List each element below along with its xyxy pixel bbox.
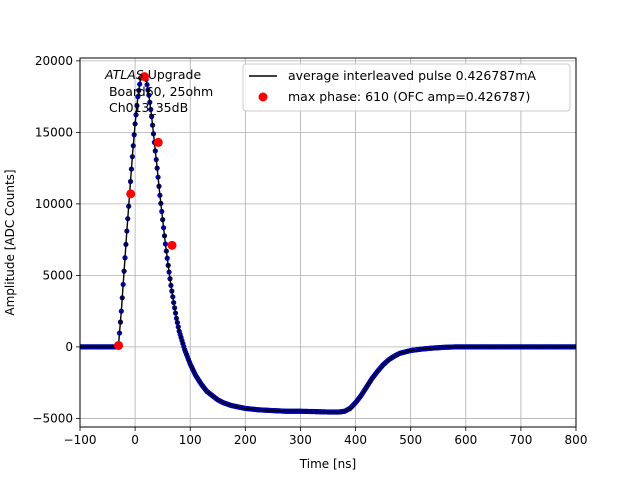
max-phase-point bbox=[167, 240, 177, 250]
y-tick-label: 15000 bbox=[35, 125, 73, 139]
x-tick-label: 0 bbox=[131, 433, 139, 447]
x-tick-label: 100 bbox=[179, 433, 202, 447]
x-tick-label: 800 bbox=[565, 433, 588, 447]
y-tick-label: 0 bbox=[65, 340, 73, 354]
x-tick-label: 300 bbox=[289, 433, 312, 447]
annotation-upgrade: Upgrade bbox=[144, 67, 202, 82]
x-tick-label: 500 bbox=[399, 433, 422, 447]
max-phase-point bbox=[153, 137, 163, 147]
y-tick-label: −5000 bbox=[32, 411, 73, 425]
axes-frame bbox=[79, 57, 577, 428]
annotation-line-2: Board60, 25ohm bbox=[105, 84, 213, 99]
annotation-atlas: ATLAS bbox=[104, 67, 144, 82]
legend-dot-swatch bbox=[258, 92, 268, 102]
x-tick-label: 600 bbox=[454, 433, 477, 447]
max-phase-point bbox=[139, 72, 149, 82]
max-phase-point bbox=[114, 340, 124, 350]
x-tick-label: −100 bbox=[64, 433, 97, 447]
axis-ticks: −100 0 100 200 300 400 500 600 700 800 −5000 0 5000 1… bbox=[32, 54, 587, 447]
y-tick-label: 10000 bbox=[35, 197, 73, 211]
legend: average interleaved pulse 0.426787mA max… bbox=[242, 63, 571, 112]
legend-label-max-phase: max phase: 610 (OFC amp=0.426787) bbox=[288, 89, 530, 104]
y-axis-label: Amplitude [ADC Counts] bbox=[3, 169, 17, 315]
plot-area bbox=[80, 72, 576, 415]
annotation-line-3: Ch013_35dB bbox=[105, 100, 188, 115]
x-tick-label: 200 bbox=[234, 433, 257, 447]
legend-box bbox=[242, 63, 571, 112]
average-pulse-line bbox=[80, 74, 576, 413]
x-tick-label: 400 bbox=[344, 433, 367, 447]
y-tick-label: 20000 bbox=[35, 54, 73, 68]
x-tick-label: 700 bbox=[509, 433, 532, 447]
max-phase-point bbox=[126, 189, 136, 199]
annotation-line-1: ATLAS Upgrade bbox=[104, 67, 201, 82]
y-tick-label: 5000 bbox=[42, 268, 73, 282]
legend-label-average-pulse: average interleaved pulse 0.426787mA bbox=[288, 68, 536, 83]
x-axis-label: Time [ns] bbox=[299, 457, 356, 471]
atlas-annotation: ATLAS Upgrade Board60, 25ohm Ch013_35dB bbox=[104, 67, 213, 115]
